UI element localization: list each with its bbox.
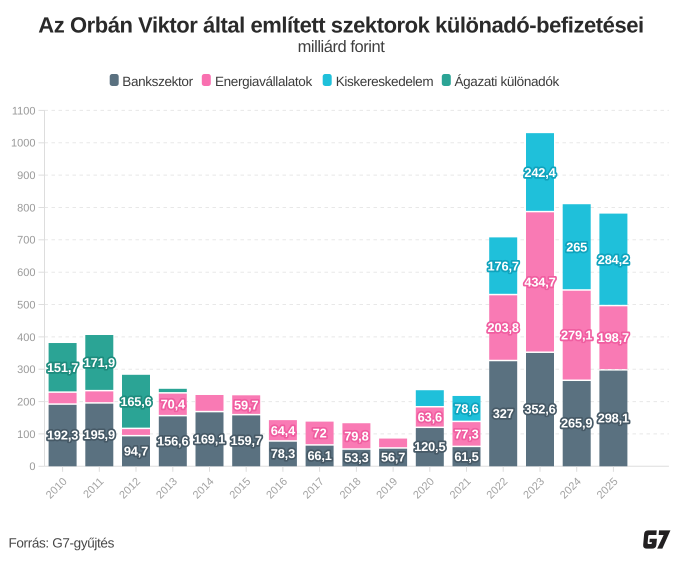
svg-text:195,9: 195,9 [84, 427, 115, 442]
svg-text:78,3: 78,3 [271, 446, 295, 461]
svg-text:66,1: 66,1 [307, 448, 331, 463]
svg-text:120,5: 120,5 [414, 439, 445, 454]
svg-text:169,1: 169,1 [194, 431, 225, 446]
svg-text:800: 800 [17, 202, 35, 214]
svg-text:70,4: 70,4 [161, 397, 186, 412]
svg-text:151,7: 151,7 [47, 360, 78, 375]
svg-text:192,3: 192,3 [47, 428, 78, 443]
svg-text:159,7: 159,7 [231, 433, 262, 448]
svg-text:279,1: 279,1 [561, 328, 592, 343]
svg-text:61,5: 61,5 [454, 449, 478, 464]
svg-text:1000: 1000 [11, 138, 35, 150]
svg-text:Energiavállalatok: Energiavállalatok [215, 74, 312, 89]
svg-text:Az Orbán Viktor által említett: Az Orbán Viktor által említett szektorok… [38, 13, 643, 38]
svg-text:298,1: 298,1 [598, 410, 629, 425]
svg-text:Bankszektor: Bankszektor [122, 74, 193, 89]
svg-text:600: 600 [17, 267, 35, 279]
svg-text:165,6: 165,6 [120, 394, 151, 409]
svg-text:284,2: 284,2 [598, 252, 629, 267]
svg-text:59,7: 59,7 [234, 397, 258, 412]
svg-text:700: 700 [17, 235, 35, 247]
svg-text:265,9: 265,9 [561, 416, 592, 431]
svg-text:79,8: 79,8 [344, 429, 368, 444]
svg-text:0: 0 [29, 461, 35, 473]
svg-text:400: 400 [17, 332, 35, 344]
svg-text:198,7: 198,7 [598, 330, 629, 345]
svg-text:53,3: 53,3 [344, 450, 368, 465]
svg-text:300: 300 [17, 364, 35, 376]
svg-text:156,6: 156,6 [157, 433, 188, 448]
svg-text:64,4: 64,4 [271, 423, 296, 438]
svg-text:Ágazati különadók: Ágazati különadók [455, 74, 560, 89]
svg-text:203,8: 203,8 [488, 320, 519, 335]
svg-text:56,7: 56,7 [381, 450, 405, 465]
svg-text:352,6: 352,6 [524, 402, 555, 417]
svg-text:434,7: 434,7 [524, 274, 555, 289]
svg-text:265: 265 [566, 240, 587, 255]
svg-text:176,7: 176,7 [488, 258, 519, 273]
svg-text:Forrás: G7-gyűjtés: Forrás: G7-gyűjtés [9, 536, 115, 551]
svg-text:72: 72 [313, 426, 327, 441]
svg-text:1100: 1100 [12, 105, 36, 117]
svg-text:171,9: 171,9 [84, 355, 115, 370]
svg-text:Kiskereskedelem: Kiskereskedelem [336, 74, 434, 89]
svg-text:63,6: 63,6 [418, 409, 442, 424]
svg-text:327: 327 [493, 406, 514, 421]
svg-text:78,6: 78,6 [454, 401, 478, 416]
svg-text:900: 900 [17, 170, 35, 182]
svg-text:242,4: 242,4 [524, 165, 556, 180]
svg-text:100: 100 [17, 429, 35, 441]
svg-text:milliárd forint: milliárd forint [298, 38, 386, 56]
svg-text:200: 200 [17, 397, 35, 409]
svg-text:500: 500 [17, 299, 35, 311]
svg-text:94,7: 94,7 [124, 443, 148, 458]
svg-text:77,3: 77,3 [454, 426, 478, 441]
